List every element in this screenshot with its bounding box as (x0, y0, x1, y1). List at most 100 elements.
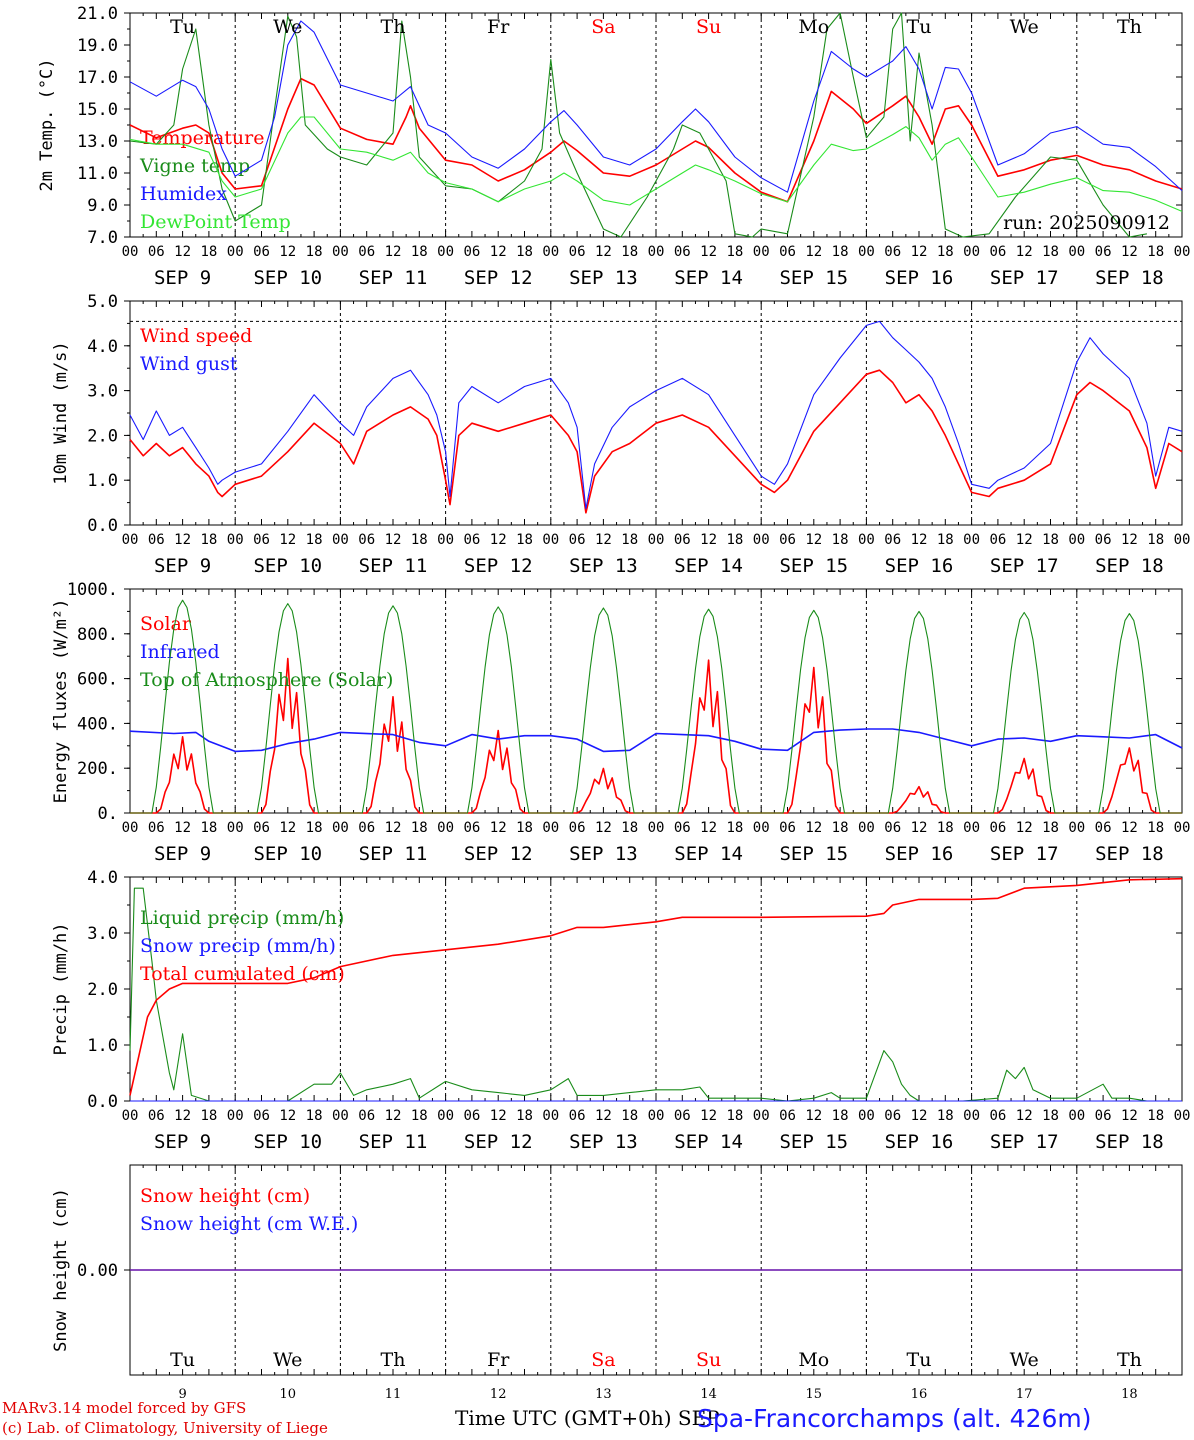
panel4-hour-tick-label: 00 (753, 1108, 770, 1124)
panel4-hour-tick-label: 18 (726, 1108, 743, 1124)
panel2-date-label: SEP 17 (990, 555, 1059, 577)
panel2-hour-tick-label: 18 (516, 532, 533, 548)
panel1-series-vigne-temp (129, 12, 1147, 238)
panel1-series-humidex (129, 20, 1183, 193)
panel1-hour-tick-label: 12 (595, 244, 612, 260)
panel3-hour-tick-label: 12 (490, 820, 507, 836)
panel4-legend-entry: Snow precip (mm/h) (140, 935, 336, 957)
panel2-hour-tick-label: 06 (884, 532, 901, 548)
panel4-hour-tick-label: 00 (858, 1108, 875, 1124)
panel1-date-label: SEP 11 (359, 267, 428, 289)
panel2-hour-tick-label: 06 (358, 532, 375, 548)
panel4-hour-tick-label: 12 (1016, 1108, 1033, 1124)
panel1-hour-tick-label: 00 (858, 244, 875, 260)
panel1-hour-tick-label: 06 (253, 244, 270, 260)
panel1-hour-tick-label: 18 (411, 244, 428, 260)
panel2-legend-entry: Wind gust (140, 353, 238, 375)
weekday-label: Tu (170, 16, 195, 38)
panel4-hour-tick-label: 06 (989, 1108, 1006, 1124)
panel3-hour-tick-label: 18 (832, 820, 849, 836)
panel2-hour-tick-label: 18 (621, 532, 638, 548)
day-number-label: 9 (178, 1387, 186, 1402)
panel4-hour-tick-label: 18 (1147, 1108, 1164, 1124)
weekday-label: Th (381, 16, 406, 38)
panel4-date-label: SEP 11 (359, 1131, 428, 1153)
panel4-hour-tick-label: 18 (1042, 1108, 1059, 1124)
panel3-hour-tick-label: 00 (1068, 820, 1085, 836)
panel3-y-axis-label: Energy fluxes (W/m²) (51, 599, 71, 804)
panel2-hour-tick-label: 12 (174, 532, 191, 548)
panel3-hour-tick-label: 18 (516, 820, 533, 836)
panel4-hour-tick-label: 12 (385, 1108, 402, 1124)
panel1-legend-entry: Vigne temp (139, 155, 250, 177)
panel1-hour-tick-label: 18 (726, 244, 743, 260)
model-credit: MARv3.14 model forced by GFS (2, 1399, 247, 1417)
panel3-hour-tick-label: 12 (700, 820, 717, 836)
panel1-hour-tick-label: 00 (542, 244, 559, 260)
panel3-hour-tick-label: 00 (648, 820, 665, 836)
panel3-hour-tick-label: 18 (1042, 820, 1059, 836)
panel3-y-tick-label: 200. (77, 759, 118, 779)
panel2-hour-tick-label: 06 (989, 532, 1006, 548)
panel2-y-tick-label: 0.0 (87, 516, 118, 536)
panel3-hour-tick-label: 18 (621, 820, 638, 836)
panel3-hour-tick-label: 00 (858, 820, 875, 836)
panel3-hour-tick-label: 00 (332, 820, 349, 836)
panel2-y-axis-label: 10m Wind (m/s) (51, 341, 71, 484)
panel3-date-label: SEP 16 (885, 843, 954, 865)
panel2-hour-tick-label: 06 (1095, 532, 1112, 548)
panel1-date-label: SEP 14 (674, 267, 743, 289)
weekday-label: Su (696, 1349, 721, 1371)
panel3-hour-tick-label: 06 (358, 820, 375, 836)
panel3-date-label: SEP 9 (154, 843, 211, 865)
panel4-hour-tick-label: 06 (358, 1108, 375, 1124)
panel2-hour-tick-label: 06 (148, 532, 165, 548)
panel4-hour-tick-label: 12 (595, 1108, 612, 1124)
panel2-hour-tick-label: 12 (700, 532, 717, 548)
panel3-legend-entry: Top of Atmosphere (Solar) (140, 669, 393, 691)
panel2-hour-tick-label: 00 (542, 532, 559, 548)
panel1-hour-tick-label: 18 (306, 244, 323, 260)
panel1-hour-tick-label: 12 (279, 244, 296, 260)
panel1-hour-tick-label: 06 (989, 244, 1006, 260)
panel3-date-label: SEP 13 (569, 843, 638, 865)
panel3-hour-tick-label: 12 (279, 820, 296, 836)
panel4-hour-tick-label: 12 (911, 1108, 928, 1124)
panel4-legend-entry: Total cumulated (cm) (140, 963, 345, 985)
day-number-label: 16 (911, 1387, 928, 1402)
panel1-hour-tick-label: 12 (490, 244, 507, 260)
panel1-date-label: SEP 18 (1095, 267, 1164, 289)
panel3-hour-tick-label: 18 (726, 820, 743, 836)
panel1-y-tick-label: 13.0 (77, 132, 118, 152)
panel4-date-label: SEP 13 (569, 1131, 638, 1153)
panel2-hour-tick-label: 18 (832, 532, 849, 548)
panel4-hour-tick-label: 18 (621, 1108, 638, 1124)
weekday-label: Mo (798, 1349, 829, 1371)
panel1-date-label: SEP 15 (779, 267, 848, 289)
panel4-hour-tick-label: 06 (148, 1108, 165, 1124)
panel3-series-top-of-atmosphere-solar (130, 599, 1182, 814)
panel4-date-label: SEP 17 (990, 1131, 1059, 1153)
panel5-y-tick-label: 0.00 (77, 1261, 118, 1281)
panel3-date-label: SEP 10 (253, 843, 322, 865)
panel2-hour-tick-label: 18 (411, 532, 428, 548)
panel1-hour-tick-label: 12 (1121, 244, 1138, 260)
panel3-hour-tick-label: 06 (253, 820, 270, 836)
panel1-legend-entry: Humidex (140, 183, 227, 205)
panel3-hour-tick-label: 00 (227, 820, 244, 836)
panel3-date-label: SEP 11 (359, 843, 428, 865)
panel1-hour-tick-label: 00 (122, 244, 139, 260)
panel1-y-tick-label: 9.0 (87, 196, 118, 216)
panel3-hour-tick-label: 06 (674, 820, 691, 836)
panel4-date-label: SEP 16 (885, 1131, 954, 1153)
panel5-legend-entry: Snow height (cm) (140, 1185, 310, 1207)
panel2-date-label: SEP 14 (674, 555, 743, 577)
panel4-hour-tick-label: 00 (437, 1108, 454, 1124)
panel3-y-tick-label: 0. (98, 804, 118, 824)
panel1-hour-tick-label: 18 (937, 244, 954, 260)
panel2-hour-tick-label: 00 (227, 532, 244, 548)
panel3-hour-tick-label: 06 (779, 820, 796, 836)
panel4-hour-tick-label: 12 (1121, 1108, 1138, 1124)
weekday-label: Th (1117, 1349, 1142, 1371)
panel1-date-label: SEP 12 (464, 267, 533, 289)
